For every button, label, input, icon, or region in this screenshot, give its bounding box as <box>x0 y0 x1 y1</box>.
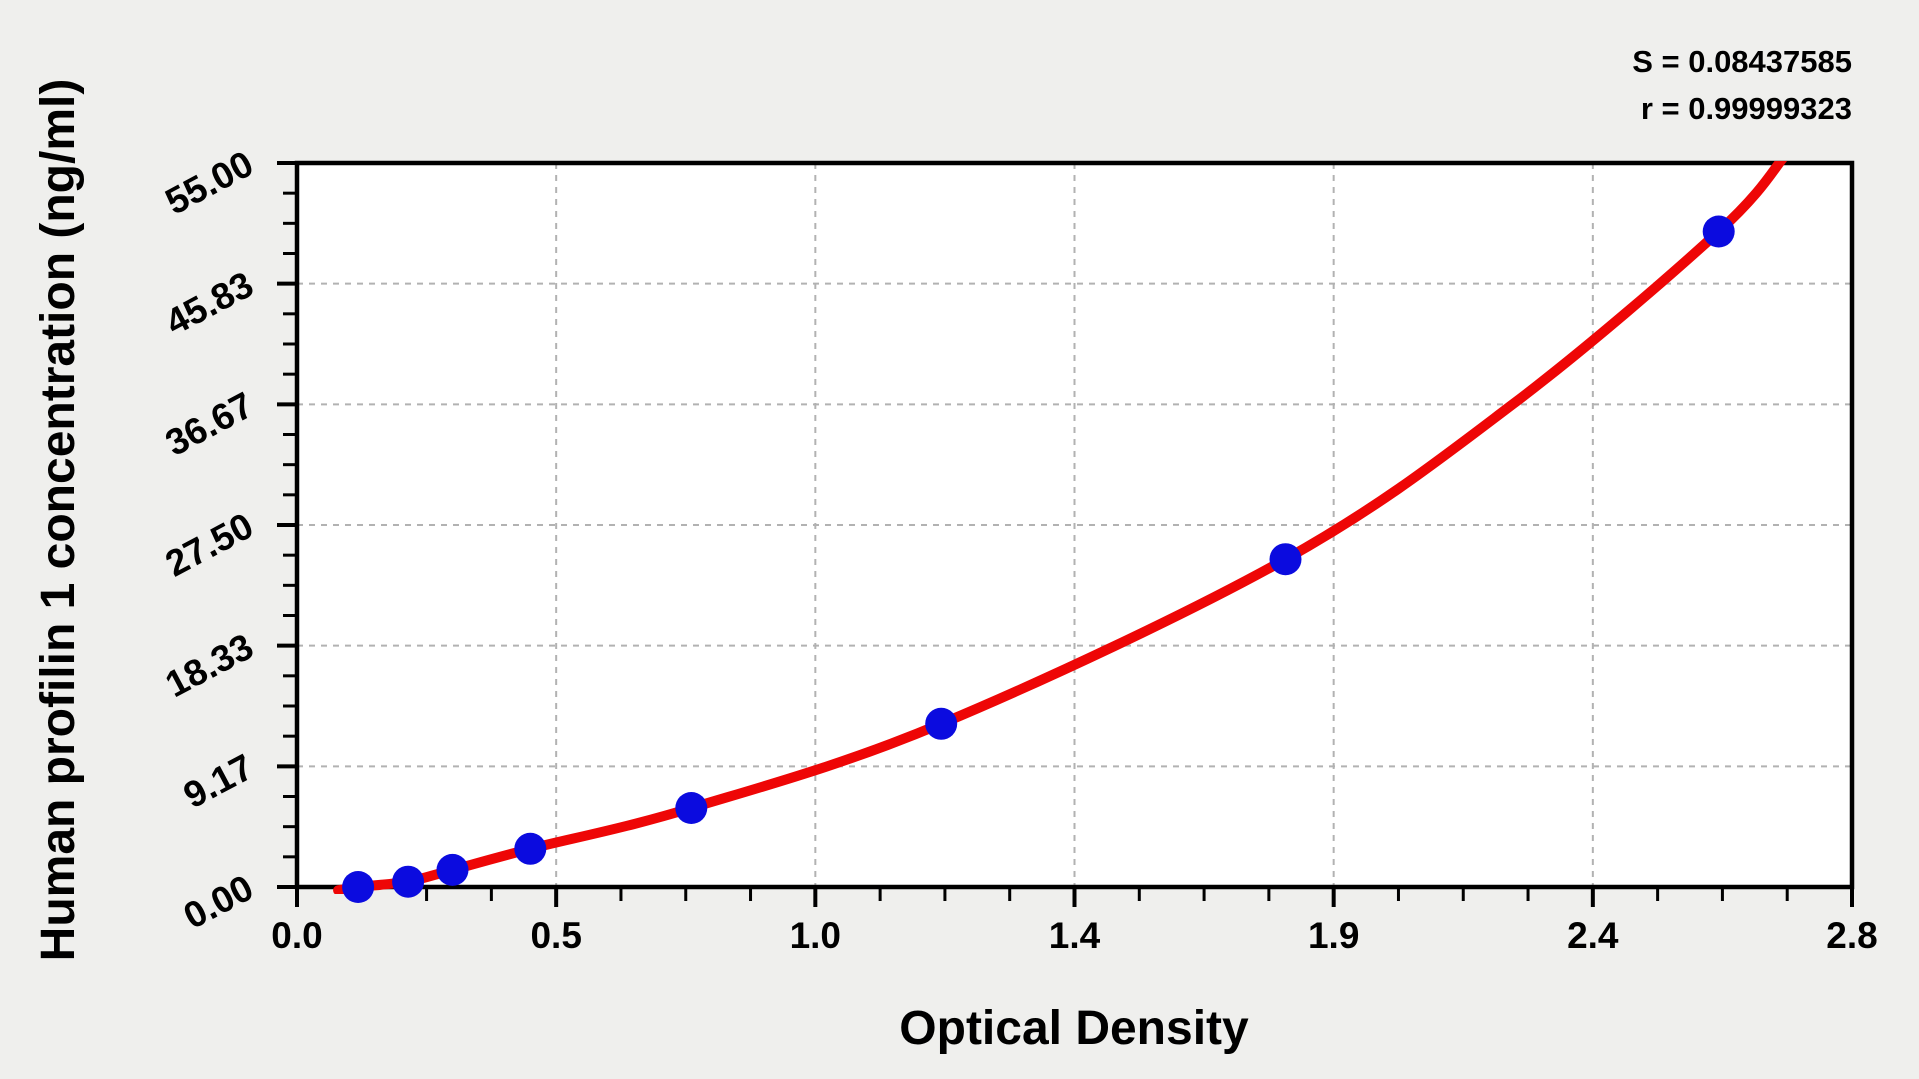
data-point <box>436 853 469 886</box>
x-tick-label: 2.8 <box>1826 915 1877 956</box>
regression-stats: S = 0.08437585 r = 0.99999323 <box>1632 44 1852 126</box>
plot-frame <box>294 160 1855 890</box>
x-tick-label: 1.4 <box>1049 915 1101 956</box>
data-point <box>1702 215 1735 248</box>
y-axis-title: Human profilin 1 concentration (ng/ml) <box>32 79 85 962</box>
x-tick-label: 0.5 <box>530 915 581 956</box>
data-point <box>342 871 375 903</box>
x-tick-label: 2.4 <box>1567 915 1619 956</box>
x-axis-title: Optical Density <box>899 1002 1249 1055</box>
x-tick-label: 1.9 <box>1308 915 1359 956</box>
x-tick-label: 0.0 <box>271 915 322 956</box>
stat-s-value: S = 0.08437585 <box>1632 44 1852 79</box>
data-point <box>392 865 425 898</box>
data-points <box>342 215 1735 903</box>
data-point <box>675 792 708 824</box>
stat-r-value: r = 0.99999323 <box>1641 91 1852 126</box>
x-tick-labels: 0.0 0.5 1.0 1.4 1.9 2.4 2.8 <box>271 915 1877 956</box>
data-point <box>514 832 547 865</box>
data-point <box>1269 543 1302 576</box>
x-tick-label: 1.0 <box>790 915 841 956</box>
data-point <box>925 707 958 740</box>
